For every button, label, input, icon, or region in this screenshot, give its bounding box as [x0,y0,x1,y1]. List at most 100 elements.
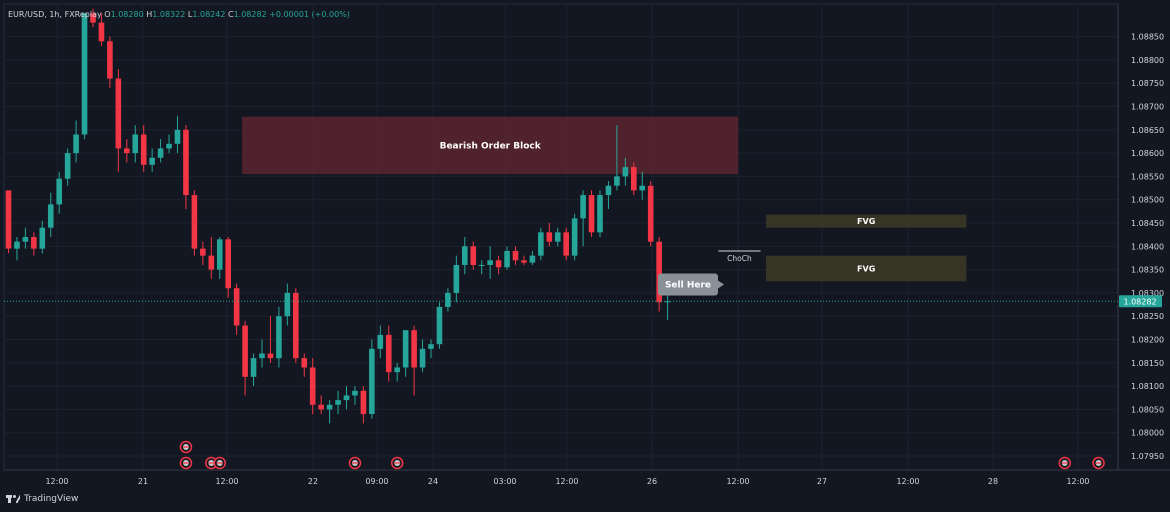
zone-order_block [242,116,739,175]
tradingview-brand: TradingView [24,494,79,504]
candle-body [259,353,265,359]
event-marker-stripe [182,446,189,448]
candle-body [140,134,147,165]
candle-body [132,134,139,154]
time-tick-label: 26 [647,477,657,486]
event-marker-icon[interactable] [179,440,193,454]
candle-body [90,13,96,23]
candle-body [436,306,443,345]
candle-body [284,292,291,317]
candle-body [563,232,569,256]
price-tick-label: 1.08450 [1131,219,1164,228]
candle-body [554,232,561,242]
change-value: +0.00001 (+0.00%) [269,10,350,19]
open-value: 1.08280 [110,10,144,19]
candle-body [487,260,493,265]
event-marker-icon[interactable] [1058,456,1071,470]
candle-body [411,330,417,368]
close-value: 1.08282 [233,10,267,19]
price-tick-label: 1.07950 [1131,452,1164,461]
candles [5,8,671,424]
candle-body [183,129,189,196]
price-tick-label: 1.08050 [1131,405,1164,414]
last-price-tag [1119,295,1162,308]
candle-body [293,292,299,359]
candle-body [622,167,629,177]
candle-body [216,239,223,270]
plot-border [3,3,1119,471]
price-tick-label: 1.08550 [1131,172,1164,181]
price-tick-label: 1.08400 [1131,242,1164,251]
grid [3,3,1119,471]
time-tick-label: 22 [308,477,318,486]
candle-body [352,390,358,396]
candle-body [31,237,37,249]
tradingview-icon [6,495,20,503]
candle-body [64,153,71,179]
price-axis: 1.08850 1.08800 1.08750 1.08700 1.08650 1.086… [1117,4,1164,470]
event-markers [179,440,1105,470]
candle-body [225,239,231,289]
candle-body [377,334,384,349]
price-tick-label: 1.08750 [1131,79,1164,88]
candle-body [174,129,181,144]
candle-body [318,404,324,410]
close-label: C [227,10,234,19]
sell-here-label: Sell Here [665,281,711,291]
open-label: O [104,10,111,19]
candle-body [546,232,553,242]
price-tick-label: 1.08650 [1131,126,1164,135]
time-tick-label: 24 [428,477,438,486]
event-marker-stripe [208,462,215,464]
zone-label: FVG [857,264,875,273]
candle-body [521,260,527,263]
candle-body [631,167,637,191]
candle-body [445,292,451,307]
time-tick-label: 12:00 [215,477,238,486]
candle-body [267,353,274,359]
event-marker-stripe [1061,462,1068,464]
candle-body [385,334,392,373]
time-axis: 12:00 21 12:00 22 09:00 24 03:00 12:00 26 12:00 27… [4,469,1170,486]
candle-body [191,195,198,249]
candle-body [614,176,620,186]
price-tick-label: 1.08850 [1131,33,1164,42]
candle-body [428,344,434,349]
tradingview-logo[interactable]: TradingView [6,494,78,504]
price-tick-label: 1.08250 [1131,312,1164,321]
candle-body [647,185,654,242]
zone-fvg [766,255,967,282]
event-marker-icon[interactable] [213,456,226,470]
candle-body [242,325,248,377]
price-tick-label: 1.08800 [1131,56,1164,65]
low-label: L [187,10,193,19]
candle-body [571,218,578,256]
sell-here-callout [658,273,724,296]
candle-body [326,404,333,410]
event-marker-icon[interactable] [348,456,362,470]
candle-body [233,288,240,326]
annotations: ChoCh Sell Here [4,250,1118,302]
high-label: H [146,10,153,19]
price-tick-label: 1.08150 [1131,359,1164,368]
candle-body [495,260,502,268]
candle-body [394,367,400,373]
time-tick-label: 12:00 [726,477,749,486]
candle-body [470,246,477,265]
price-tick-label: 1.08000 [1131,429,1164,438]
event-marker-icon[interactable] [179,456,193,470]
candle-body [538,232,544,256]
price-chart[interactable]: Bearish Order Block FVG FVG ChoCh Sell Here… [0,0,1170,490]
candle-body [47,204,54,228]
event-marker-icon[interactable] [1092,456,1105,470]
candle-body [22,237,29,242]
candle-body [73,134,79,154]
zones: Bearish Order Block FVG FVG [242,116,967,282]
event-marker-icon[interactable] [205,456,218,470]
candle-body [580,195,586,219]
candle-body [343,395,350,401]
event-marker-icon[interactable] [390,456,404,470]
choch-label: ChoCh [727,254,752,263]
time-tick-label: 12:00 [555,477,578,486]
footer-bar [0,490,1170,512]
